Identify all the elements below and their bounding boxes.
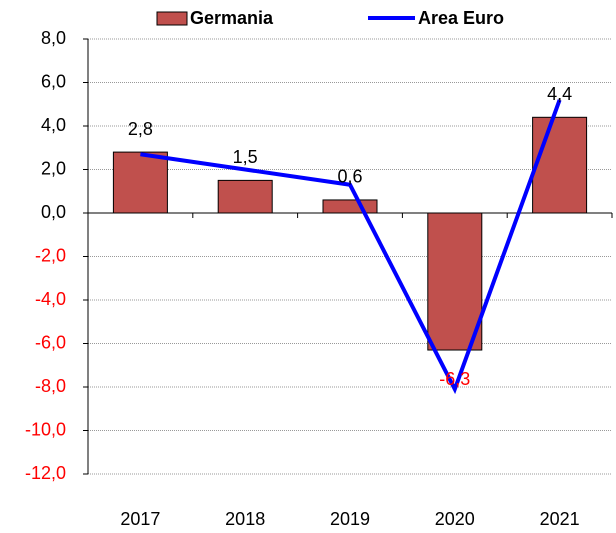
x-tick-label: 2017 bbox=[120, 509, 160, 529]
line bbox=[140, 99, 562, 395]
bar bbox=[322, 199, 378, 214]
y-tick-label: 2,0 bbox=[41, 158, 66, 178]
bar bbox=[532, 116, 588, 214]
y-tick-label: 6,0 bbox=[41, 71, 66, 91]
legend-swatch bbox=[156, 11, 188, 26]
y-tick-label: 4,0 bbox=[41, 115, 66, 135]
legend-label: Area Euro bbox=[418, 8, 504, 28]
data-label: 0,6 bbox=[337, 167, 362, 187]
bar bbox=[427, 212, 483, 351]
y-tick-label: -8,0 bbox=[35, 376, 66, 396]
data-label: 1,5 bbox=[233, 147, 258, 167]
bar bbox=[217, 179, 273, 214]
y-tick-label: 0,0 bbox=[41, 202, 66, 222]
x-tick-label: 2020 bbox=[435, 509, 475, 529]
data-label: -6,3 bbox=[439, 369, 470, 389]
y-tick-label: 8,0 bbox=[41, 28, 66, 48]
y-tick-label: -12,0 bbox=[25, 463, 66, 483]
bar bbox=[112, 151, 168, 214]
y-tick-label: -4,0 bbox=[35, 289, 66, 309]
x-tick-label: 2019 bbox=[330, 509, 370, 529]
legend-label: Germania bbox=[190, 8, 274, 28]
y-tick-label: -6,0 bbox=[35, 332, 66, 352]
x-tick-label: 2021 bbox=[540, 509, 580, 529]
data-label: 4,4 bbox=[547, 84, 572, 104]
data-label: 2,8 bbox=[128, 119, 153, 139]
y-tick-label: -2,0 bbox=[35, 245, 66, 265]
y-tick-label: -10,0 bbox=[25, 419, 66, 439]
x-tick-label: 2018 bbox=[225, 509, 265, 529]
